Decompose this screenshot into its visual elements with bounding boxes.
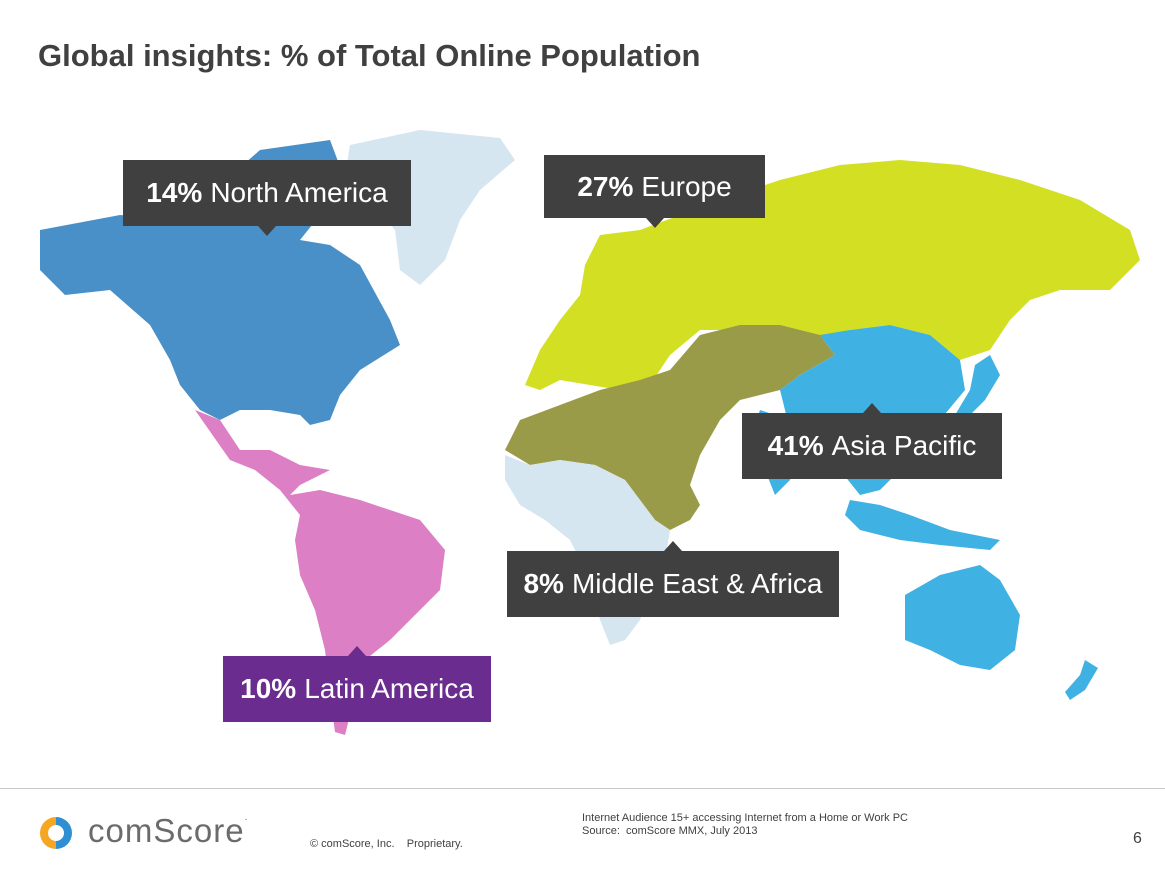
source-note: Internet Audience 15+ accessing Internet…: [582, 812, 908, 838]
brand-mark: .: [244, 812, 249, 823]
callout-label: Asia Pacific: [831, 430, 977, 461]
source-line-1: Internet Audience 15+ accessing Internet…: [582, 812, 908, 824]
callout-pointer: [863, 403, 881, 413]
callout-label: North America: [210, 177, 388, 208]
callout-pointer: [645, 218, 664, 228]
brand-name: comScore.: [88, 812, 248, 850]
world-map: [40, 130, 1140, 735]
callout-pct: 14%: [146, 177, 203, 208]
callout-pct: 8%: [523, 568, 564, 599]
callout-label: Middle East & Africa: [571, 568, 823, 599]
map-latin-america: [195, 410, 445, 735]
map-japan: [955, 355, 1000, 420]
callout-middle-east-africa: 8% Middle East & Africa: [507, 541, 839, 617]
copyright-text: © comScore, Inc. Proprietary.: [310, 838, 463, 850]
callout-label: Latin America: [304, 673, 474, 704]
source-line-2: Source: comScore MMX, July 2013: [582, 825, 758, 837]
callout-pointer: [664, 541, 682, 551]
callout-label: Europe: [641, 170, 732, 202]
comscore-logo-icon: [40, 817, 72, 849]
map-southeast-asia: [845, 500, 1000, 550]
callout-pointer: [348, 646, 366, 656]
slide-title: Global insights: % of Total Online Popul…: [38, 38, 701, 73]
callout-pct: 27%: [577, 170, 634, 202]
map-australia: [905, 565, 1020, 670]
callout-pct: 41%: [767, 430, 824, 461]
callout-pct: 10%: [240, 673, 297, 704]
callout-latin-america: 10% Latin America: [223, 646, 491, 722]
callout-pointer: [258, 226, 276, 236]
map-new-zealand: [1065, 660, 1098, 700]
callout-asia-pacific: 41% Asia Pacific: [742, 403, 1002, 479]
brand-text: comScore: [88, 812, 245, 849]
map-middle-east-north-africa: [505, 325, 835, 530]
callout-europe: 27% Europe: [544, 155, 765, 228]
footer-divider: [0, 788, 1165, 789]
page-number: 6: [1133, 830, 1142, 847]
callout-north-america: 14% North America: [123, 160, 411, 236]
